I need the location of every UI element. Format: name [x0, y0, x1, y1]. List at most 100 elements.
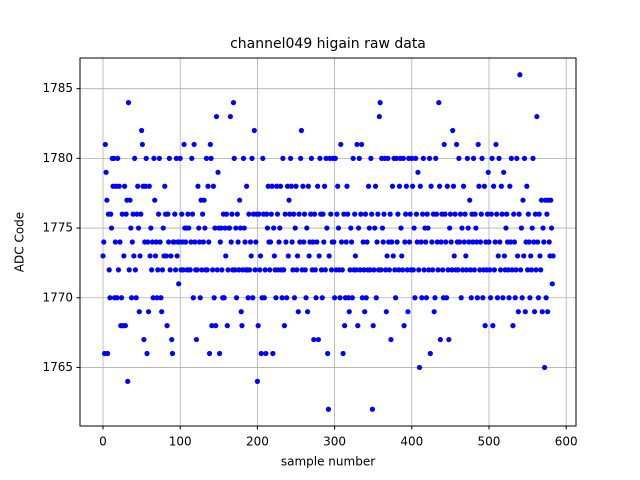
point	[312, 267, 318, 273]
point	[167, 267, 173, 273]
point	[153, 239, 159, 245]
point	[189, 211, 196, 217]
point	[131, 253, 137, 259]
point	[496, 155, 502, 161]
point	[255, 323, 261, 329]
point	[514, 253, 521, 259]
point	[188, 239, 194, 245]
point	[443, 295, 450, 301]
point	[426, 267, 432, 273]
point	[219, 267, 225, 273]
point	[222, 225, 228, 231]
point	[444, 183, 450, 189]
point	[227, 225, 233, 231]
point	[538, 197, 545, 203]
point	[366, 225, 372, 231]
point	[478, 211, 484, 217]
point	[270, 350, 276, 357]
point	[446, 336, 452, 343]
point	[150, 295, 156, 301]
point	[528, 267, 535, 273]
point	[484, 211, 491, 217]
point	[449, 267, 455, 273]
point	[467, 197, 473, 203]
point	[221, 295, 227, 301]
point	[250, 295, 256, 301]
x-tick-label: 600	[555, 435, 578, 449]
point	[305, 183, 311, 189]
point	[231, 155, 237, 161]
point	[341, 211, 347, 217]
point	[450, 183, 457, 189]
point	[354, 141, 360, 148]
point	[257, 267, 263, 273]
point	[529, 225, 535, 231]
point	[233, 295, 240, 301]
point	[413, 155, 419, 161]
point	[447, 225, 453, 231]
point	[191, 141, 197, 148]
point	[522, 309, 528, 315]
point	[501, 169, 507, 175]
point	[464, 267, 470, 273]
point	[216, 350, 223, 357]
point	[447, 211, 453, 217]
point	[386, 267, 393, 273]
point	[519, 295, 525, 301]
point	[515, 309, 521, 315]
point	[136, 309, 142, 315]
point	[306, 253, 312, 259]
point	[301, 211, 308, 217]
point	[108, 211, 114, 217]
point	[543, 295, 549, 301]
point	[452, 211, 458, 217]
point	[504, 211, 510, 217]
point	[171, 239, 177, 245]
point	[474, 239, 480, 245]
point	[193, 336, 200, 343]
point	[152, 253, 159, 259]
point	[400, 155, 406, 161]
point	[232, 267, 238, 273]
point	[260, 155, 266, 161]
point	[238, 309, 244, 315]
point	[372, 183, 379, 189]
point	[251, 127, 257, 134]
point	[465, 225, 471, 231]
point	[477, 239, 484, 245]
point	[290, 267, 296, 273]
point	[438, 239, 444, 245]
point	[541, 364, 548, 371]
point	[160, 225, 166, 231]
point	[234, 211, 240, 217]
point	[497, 267, 504, 273]
point	[159, 267, 166, 273]
point	[295, 309, 301, 315]
point	[297, 239, 303, 245]
point	[328, 267, 335, 273]
point	[257, 253, 264, 259]
point	[258, 350, 264, 357]
point	[433, 155, 439, 161]
point	[355, 323, 361, 329]
point	[173, 155, 179, 161]
point	[544, 211, 550, 217]
point	[316, 253, 322, 259]
point	[332, 295, 338, 301]
point	[505, 267, 511, 273]
point	[487, 295, 494, 301]
point	[381, 211, 387, 217]
point	[518, 225, 525, 231]
point	[289, 239, 295, 245]
point	[213, 323, 219, 329]
point	[195, 183, 201, 189]
point	[235, 239, 241, 245]
point	[348, 225, 354, 231]
point	[122, 183, 128, 189]
point	[201, 197, 207, 203]
point	[166, 239, 172, 245]
point	[405, 309, 411, 315]
point	[144, 350, 150, 357]
point	[369, 211, 375, 217]
point	[472, 211, 478, 217]
